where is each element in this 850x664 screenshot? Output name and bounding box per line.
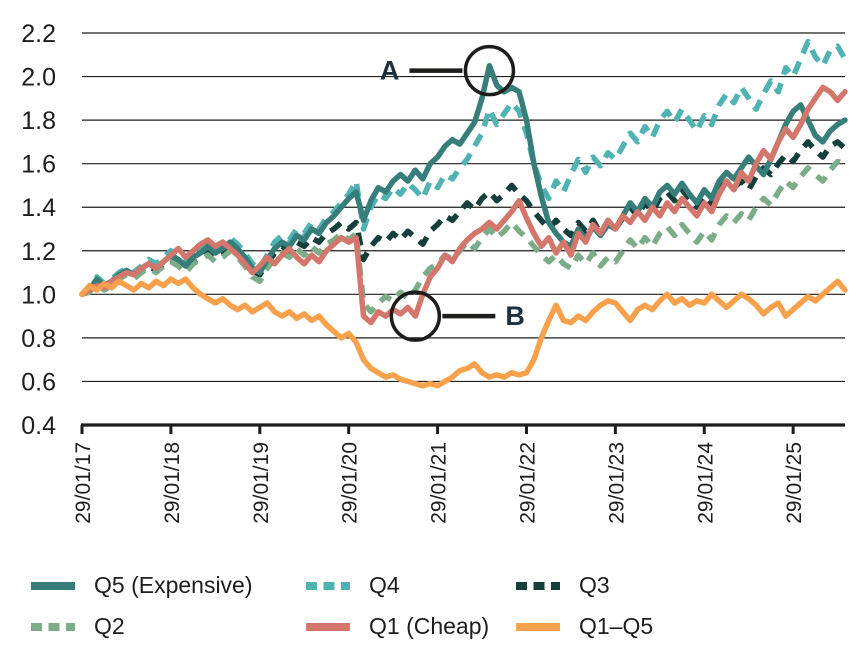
annotation-circle <box>463 44 516 97</box>
y-tick-label: 1.2 <box>21 238 56 266</box>
y-tick-label: 2.2 <box>21 20 56 48</box>
legend-label: Q1–Q5 <box>579 613 654 639</box>
legend-swatch-q5-expensive <box>31 581 75 590</box>
legend-swatch-q2 <box>31 622 75 631</box>
y-tick-label: 2.0 <box>21 64 56 92</box>
annotation-label: B <box>505 301 524 331</box>
annotation-a: A <box>380 44 516 97</box>
legend-item-q5-expensive: Q5 (Expensive) <box>30 572 305 599</box>
y-tick-label: 1.0 <box>21 281 56 309</box>
series-line-q4 <box>80 38 848 297</box>
annotation-b: B <box>389 290 525 342</box>
legend-label: Q4 <box>369 572 400 598</box>
series-line-q5-expensive <box>79 62 848 298</box>
y-tick-label: 0.4 <box>21 412 56 440</box>
chart-legend: Q5 (Expensive) Q4 Q3 Q2 Q1 (Cheap) Q1–Q5 <box>0 556 850 640</box>
x-tick-label: 29/01/24 <box>694 442 717 524</box>
legend-label: Q3 <box>579 572 610 598</box>
legend-item-q4: Q4 <box>305 572 515 599</box>
x-tick-label: 29/01/22 <box>516 442 539 524</box>
legend-label: Q1 (Cheap) <box>369 613 490 639</box>
x-tick-label: 29/01/19 <box>250 442 273 524</box>
legend-item-q2: Q2 <box>30 613 305 640</box>
legend-item-q3: Q3 <box>515 572 850 599</box>
performance-line-chart: 29/01/17 29/01/18 29/01/19 29/01/20 29/01/21… <box>21 20 848 524</box>
annotation-label: A <box>380 56 400 86</box>
y-tick-label: 1.4 <box>21 194 56 222</box>
x-tick-label: 29/01/25 <box>783 442 806 524</box>
legend-item-q1-cheap: Q1 (Cheap) <box>305 613 515 640</box>
chart-canvas: 29/01/17 29/01/18 29/01/19 29/01/20 29/01/21… <box>21 20 848 524</box>
x-tick-label: 29/01/18 <box>161 442 184 524</box>
series-line-q1-cheap <box>79 84 848 326</box>
annotation-circle <box>389 290 442 342</box>
series-lines <box>79 38 848 389</box>
legend-label: Q5 (Expensive) <box>94 572 253 598</box>
y-axis-labels: 0.4 0.6 0.8 1.0 1.2 1.4 1.6 1.8 2.0 2.2 <box>21 20 56 440</box>
legend-swatch-q3 <box>516 581 560 590</box>
y-tick-label: 0.8 <box>21 325 56 353</box>
x-tick-label: 29/01/20 <box>339 442 362 524</box>
y-tick-label: 1.6 <box>21 151 56 179</box>
series-line-q1-q5 <box>79 276 848 389</box>
legend-swatch-q1-q5 <box>516 622 560 631</box>
legend-label: Q2 <box>94 613 125 639</box>
x-tick-label: 29/01/17 <box>72 442 95 524</box>
x-tick-label: 29/01/21 <box>428 442 451 524</box>
y-tick-label: 0.6 <box>21 368 56 396</box>
legend-item-q1-q5: Q1–Q5 <box>515 613 850 640</box>
legend-swatch-q1-cheap <box>306 622 350 631</box>
x-axis: 29/01/17 29/01/18 29/01/19 29/01/20 29/01/21… <box>72 423 845 524</box>
annotations: AB <box>380 44 525 342</box>
series-line-q3 <box>80 139 847 297</box>
legend-swatch-q4 <box>306 581 350 590</box>
y-tick-label: 1.8 <box>21 107 56 135</box>
x-tick-label: 29/01/23 <box>605 442 628 524</box>
